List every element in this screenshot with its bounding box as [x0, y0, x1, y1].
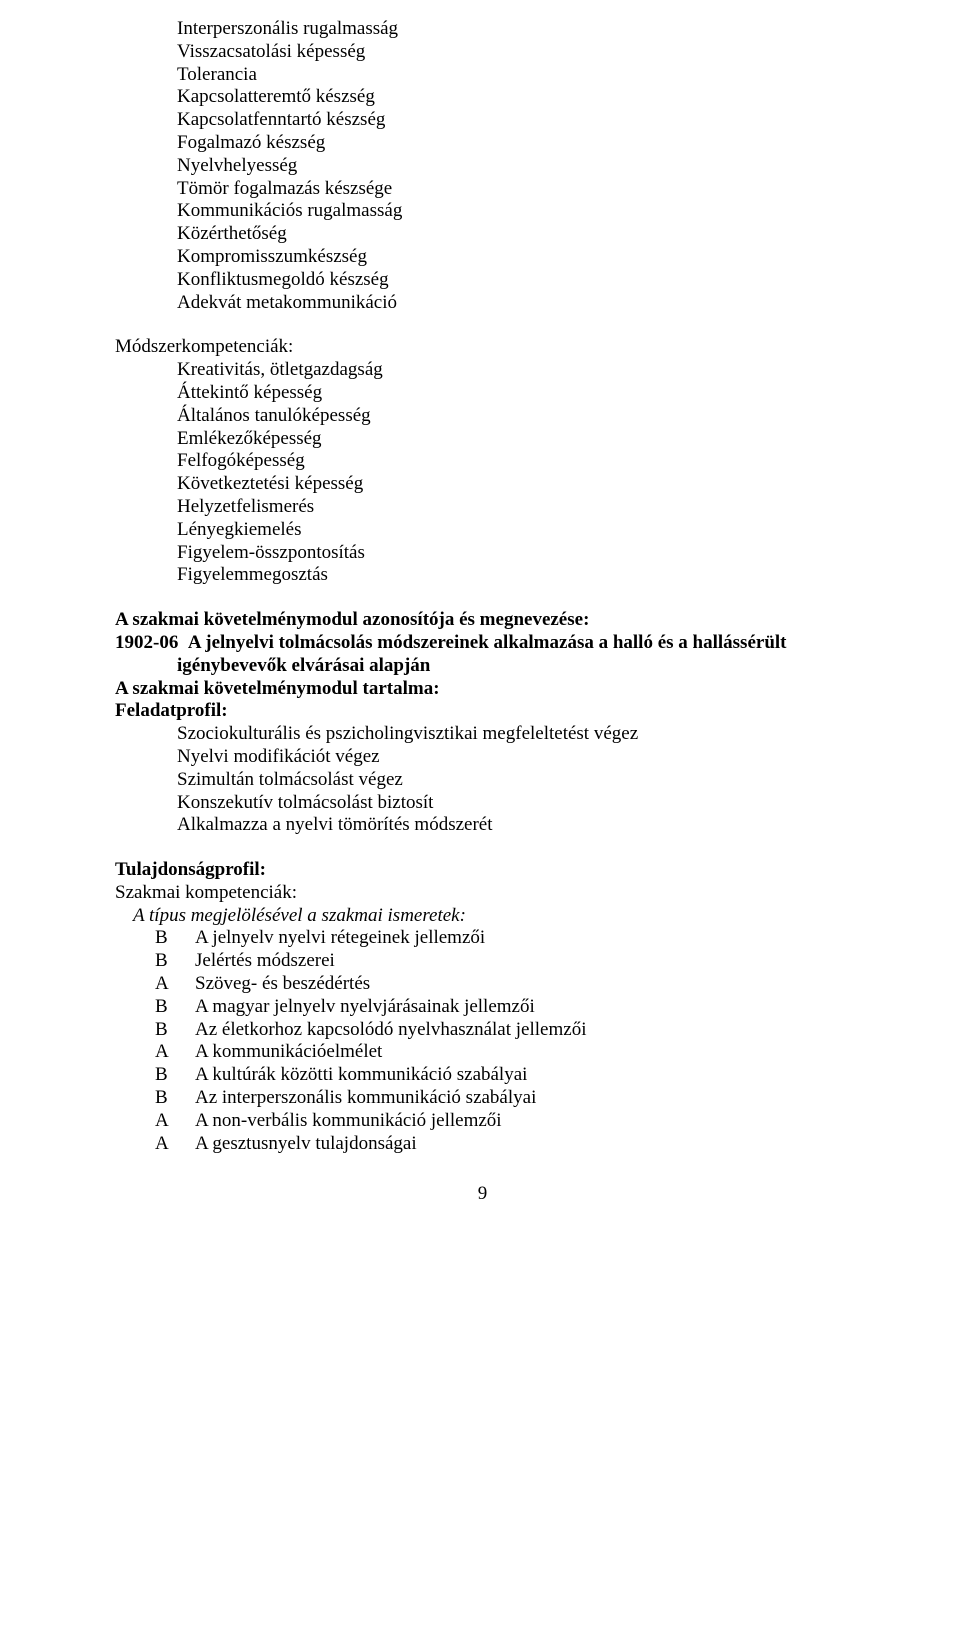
knowledge-row: A A kommunikációelmélet	[155, 1041, 850, 1064]
knowledge-text: A non-verbális kommunikáció jellemzői	[195, 1110, 502, 1133]
list-item: Alkalmazza a nyelvi tömörítés módszerét	[177, 814, 850, 837]
knowledge-text: A gesztusnyelv tulajdonságai	[195, 1133, 417, 1156]
task-profile-heading: Feladatprofil:	[115, 700, 850, 723]
knowledge-type: B	[155, 950, 173, 973]
knowledge-type: B	[155, 1019, 173, 1042]
knowledge-text: A magyar jelnyelv nyelvjárásainak jellem…	[195, 996, 535, 1019]
knowledge-row: B A jelnyelv nyelvi rétegeinek jellemzői	[155, 927, 850, 950]
module-id-heading: A szakmai követelménymodul azonosítója é…	[115, 609, 850, 632]
knowledge-row: B Az interperszonális kommunikáció szabál…	[155, 1087, 850, 1110]
knowledge-row: B A kultúrák közötti kommunikáció szabály…	[155, 1064, 850, 1087]
list-item: Áttekintő képesség	[177, 382, 850, 405]
list-item: Kapcsolatteremtő készség	[177, 86, 850, 109]
type-label-line: A típus megjelölésével a szakmai ismeret…	[133, 905, 850, 928]
knowledge-row: B A magyar jelnyelv nyelvjárásainak jelle…	[155, 996, 850, 1019]
list-item: Általános tanulóképesség	[177, 405, 850, 428]
list-item: Figyelemmegosztás	[177, 564, 850, 587]
knowledge-type: A	[155, 1133, 173, 1156]
list-item: Lényegkiemelés	[177, 519, 850, 542]
list-item: Felfogóképesség	[177, 450, 850, 473]
spacer	[115, 837, 850, 859]
list-item: Következtetési képesség	[177, 473, 850, 496]
knowledge-type: A	[155, 973, 173, 996]
list-item: Szimultán tolmácsolást végez	[177, 769, 850, 792]
prof-comp-heading: Szakmai kompetenciák:	[115, 882, 850, 905]
list-item: Nyelvi modifikációt végez	[177, 746, 850, 769]
list-item: Adekvát metakommunikáció	[177, 292, 850, 315]
module-title-line1: A jelnyelvi tolmácsolás módszereinek alk…	[188, 632, 787, 653]
list-item: Helyzetfelismerés	[177, 496, 850, 519]
module-title: 1902-06 A jelnyelvi tolmácsolás módszere…	[115, 632, 850, 655]
list-item: Interperszonális rugalmasság	[177, 18, 850, 41]
task-profile-list: Szociokulturális és pszicholingvisztikai…	[177, 723, 850, 837]
list-item: Tömör fogalmazás készsége	[177, 178, 850, 201]
spacer	[115, 587, 850, 609]
page-number: 9	[115, 1183, 850, 1206]
list-item: Fogalmazó készség	[177, 132, 850, 155]
knowledge-type: B	[155, 996, 173, 1019]
knowledge-row: A A non-verbális kommunikáció jellemzői	[155, 1110, 850, 1133]
knowledge-text: A jelnyelv nyelvi rétegeinek jellemzői	[195, 927, 485, 950]
knowledge-type: A	[155, 1041, 173, 1064]
knowledge-text: Jelértés módszerei	[195, 950, 335, 973]
knowledge-type: B	[155, 1087, 173, 1110]
list-item: Tolerancia	[177, 64, 850, 87]
list-item: Visszacsatolási képesség	[177, 41, 850, 64]
page: Interperszonális rugalmasság Visszacsato…	[0, 0, 960, 1246]
knowledge-type: B	[155, 1064, 173, 1087]
list-item: Nyelvhelyesség	[177, 155, 850, 178]
knowledge-row: B Jelértés módszerei	[155, 950, 850, 973]
knowledge-row: A A gesztusnyelv tulajdonságai	[155, 1133, 850, 1156]
trait-profile-heading: Tulajdonságprofil:	[115, 859, 850, 882]
list-item: Figyelem-összpontosítás	[177, 542, 850, 565]
knowledge-text: Az életkorhoz kapcsolódó nyelvhasználat …	[195, 1019, 586, 1042]
methods-list-block: Kreativitás, ötletgazdagság Áttekintő ké…	[177, 359, 850, 587]
list-item: Kommunikációs rugalmasság	[177, 200, 850, 223]
knowledge-type: B	[155, 927, 173, 950]
knowledge-row: A Szöveg- és beszédértés	[155, 973, 850, 996]
knowledge-text: A kultúrák közötti kommunikáció szabálya…	[195, 1064, 527, 1087]
spacer	[115, 314, 850, 336]
list-item: Konfliktusmegoldó készség	[177, 269, 850, 292]
list-item: Konszekutív tolmácsolást biztosít	[177, 792, 850, 815]
opening-list-block: Interperszonális rugalmasság Visszacsato…	[177, 18, 850, 314]
methods-heading: Módszerkompetenciák:	[115, 336, 850, 359]
list-item: Kapcsolatfenntartó készség	[177, 109, 850, 132]
knowledge-text: A kommunikációelmélet	[195, 1041, 382, 1064]
knowledge-row: B Az életkorhoz kapcsolódó nyelvhasználat…	[155, 1019, 850, 1042]
knowledge-text: Szöveg- és beszédértés	[195, 973, 370, 996]
module-title-line2: igénybevevők elvárásai alapján	[177, 655, 850, 678]
module-code: 1902-06	[115, 632, 178, 653]
knowledge-list: BA jelnyelv nyelvi rétegeinek jellemzői …	[155, 927, 850, 1155]
list-item: Közérthetőség	[177, 223, 850, 246]
list-item: Szociokulturális és pszicholingvisztikai…	[177, 723, 850, 746]
knowledge-type: A	[155, 1110, 173, 1133]
list-item: Kompromisszumkészség	[177, 246, 850, 269]
list-item: Emlékezőképesség	[177, 428, 850, 451]
list-item: Kreativitás, ötletgazdagság	[177, 359, 850, 382]
knowledge-text: Az interperszonális kommunikáció szabály…	[195, 1087, 536, 1110]
module-content-heading: A szakmai követelménymodul tartalma:	[115, 678, 850, 701]
